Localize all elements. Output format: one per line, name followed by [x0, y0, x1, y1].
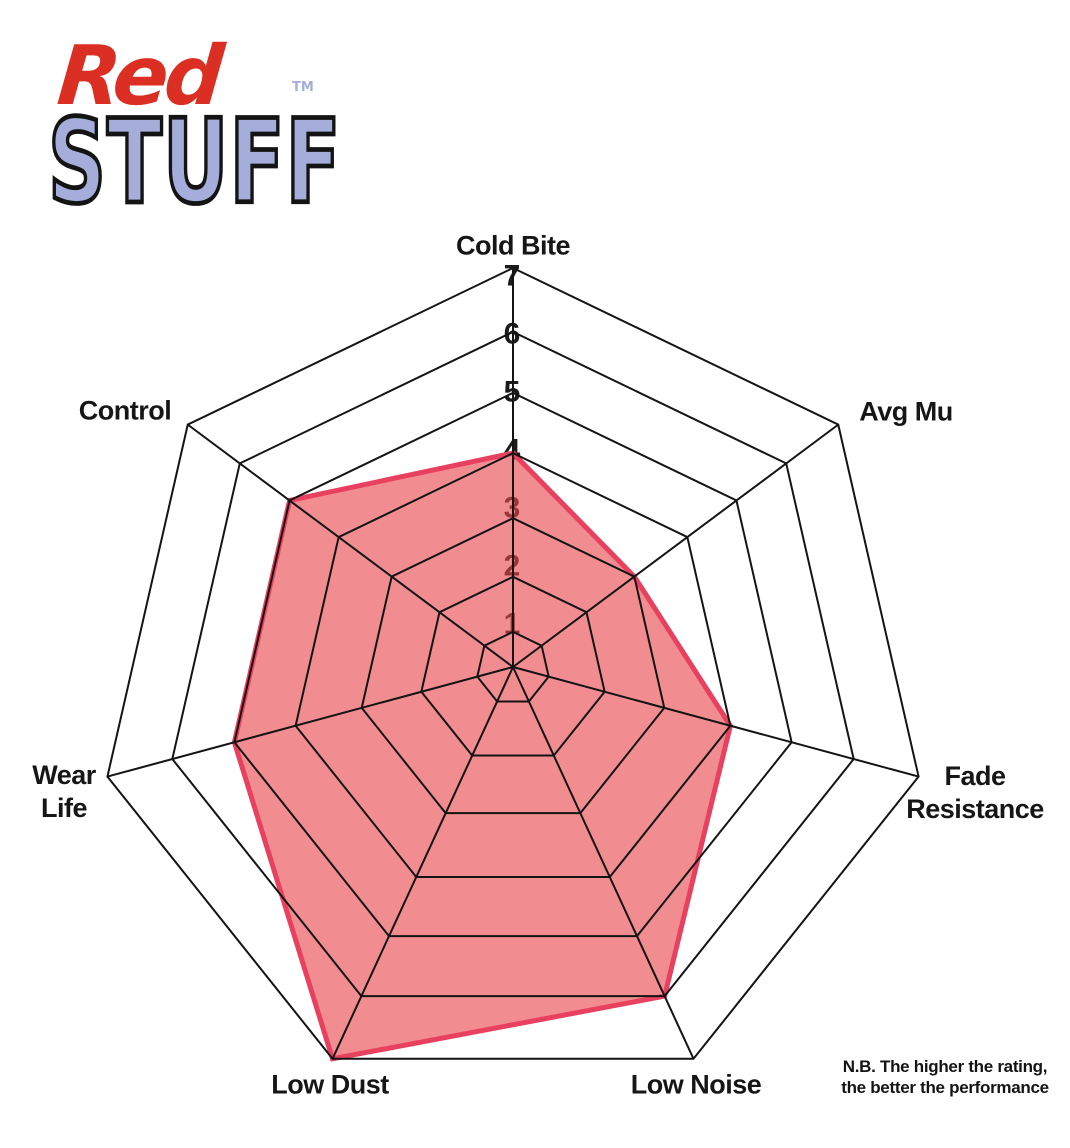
axis-label-fade-resistance: Fade Resistance: [906, 761, 1044, 824]
logo-word-stuff: STUFF: [46, 94, 342, 230]
grid-ring-3: [360, 517, 666, 815]
axis-spoke-avg-mu: [512, 423, 839, 668]
axis-label-low-noise: Low Noise: [630, 1069, 762, 1100]
axis-spoke-control: [187, 423, 514, 668]
footnote-line2: the better the performance: [841, 1078, 1049, 1097]
grid-ring-7: [106, 266, 920, 1060]
redstuff-logo: STUFF Red TM: [46, 29, 342, 255]
axis-label-cold-bite: Cold Bite: [456, 230, 571, 261]
axis-spoke-low-dust: [331, 666, 514, 1060]
axis-spoke-low-noise: [512, 666, 695, 1060]
axis-label-control: Control: [78, 395, 172, 426]
axis-label-avg-mu: Avg Mu: [859, 396, 953, 427]
grid-ring-2: [420, 575, 606, 757]
trademark-symbol: TM: [292, 80, 314, 95]
grid-ring-4: [294, 452, 732, 879]
grid-ring-6: [171, 330, 855, 998]
axis-spoke-wear-life: [107, 666, 514, 778]
axis-label-low-dust: Low Dust: [271, 1069, 389, 1100]
footnote-line1: N.B. The higher the rating,: [842, 1057, 1048, 1076]
grid-ring-1: [476, 630, 550, 703]
axis-spoke-fade-resistance: [512, 666, 919, 778]
axis-label-wear-life: Wear Life: [32, 760, 96, 823]
footnote: N.B. The higher the rating, the better t…: [830, 1056, 1060, 1098]
grid-ring-5: [233, 391, 793, 938]
